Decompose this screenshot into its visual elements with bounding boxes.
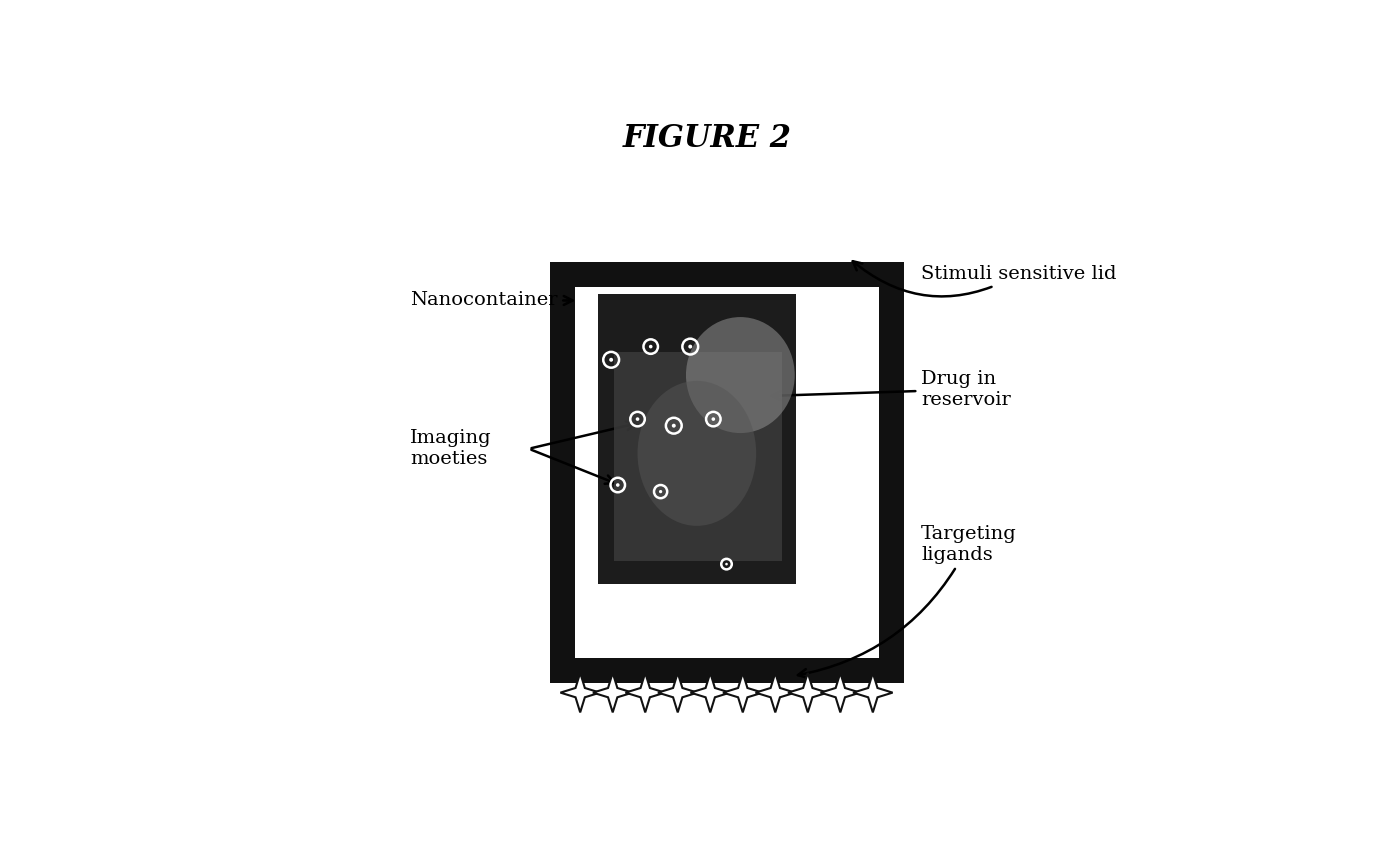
Bar bbox=[614, 352, 782, 561]
Ellipse shape bbox=[685, 317, 794, 433]
Text: Stimuli sensitive lid: Stimuli sensitive lid bbox=[852, 261, 1117, 296]
Polygon shape bbox=[821, 673, 860, 712]
Bar bbox=[598, 294, 796, 584]
Polygon shape bbox=[658, 673, 698, 712]
Polygon shape bbox=[756, 673, 796, 712]
Polygon shape bbox=[593, 673, 633, 712]
Polygon shape bbox=[560, 673, 600, 712]
Text: Nanocontainer: Nanocontainer bbox=[410, 291, 572, 310]
Circle shape bbox=[616, 483, 619, 487]
Text: Imaging
moeties: Imaging moeties bbox=[410, 430, 492, 468]
Circle shape bbox=[672, 424, 676, 428]
Polygon shape bbox=[723, 673, 763, 712]
Circle shape bbox=[712, 417, 716, 421]
Circle shape bbox=[659, 490, 662, 493]
Text: Targeting
ligands: Targeting ligands bbox=[798, 525, 1016, 678]
Text: Drug in
reservoir: Drug in reservoir bbox=[772, 370, 1011, 409]
Polygon shape bbox=[691, 673, 729, 712]
Circle shape bbox=[688, 345, 692, 348]
Polygon shape bbox=[787, 673, 827, 712]
Circle shape bbox=[610, 358, 614, 362]
Text: FIGURE 2: FIGURE 2 bbox=[622, 123, 792, 154]
Ellipse shape bbox=[637, 381, 756, 526]
Polygon shape bbox=[854, 673, 892, 712]
Circle shape bbox=[650, 345, 652, 348]
Circle shape bbox=[636, 417, 640, 421]
Polygon shape bbox=[626, 673, 665, 712]
Circle shape bbox=[725, 562, 728, 566]
Bar bbox=[561, 274, 891, 669]
